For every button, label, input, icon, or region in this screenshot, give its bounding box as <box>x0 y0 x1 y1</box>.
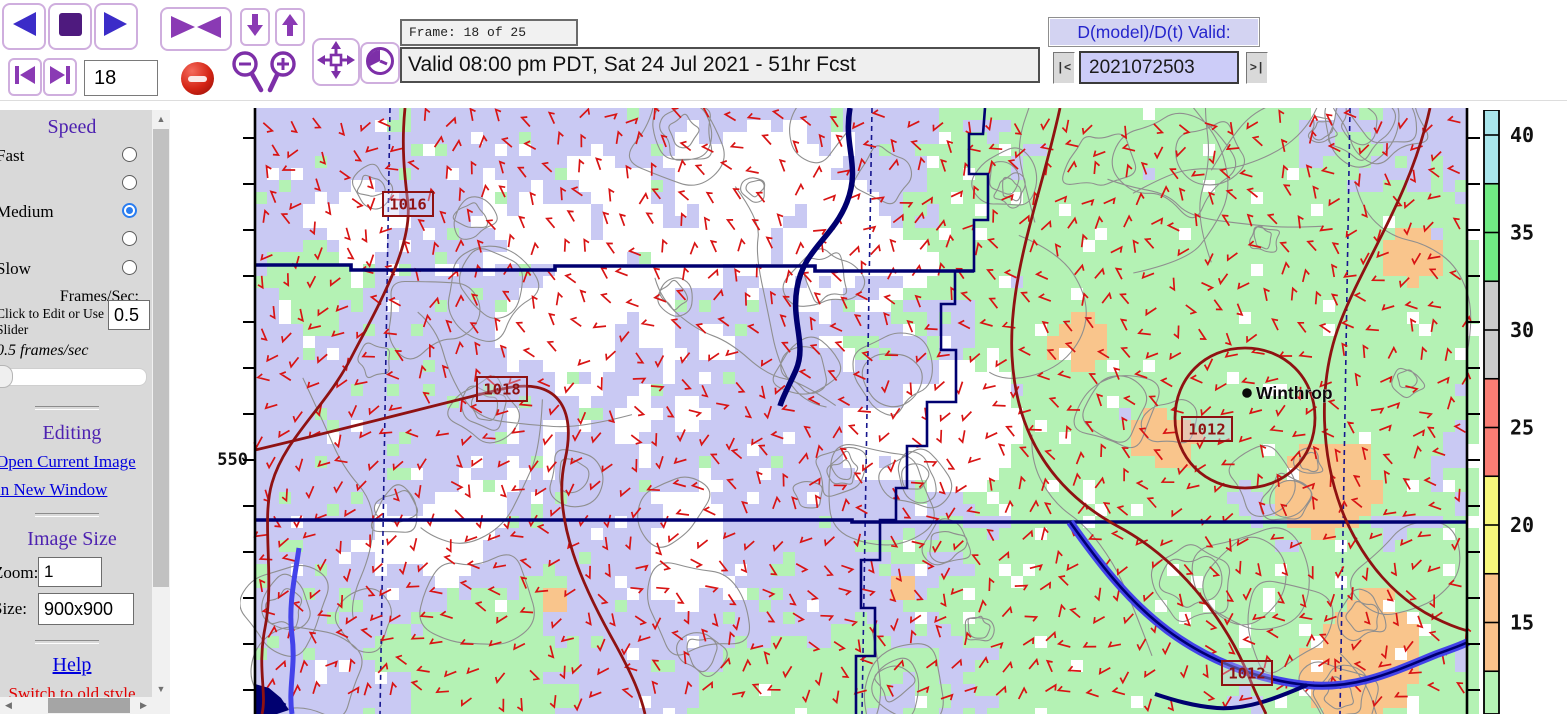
pan-button[interactable] <box>312 38 360 86</box>
speed-radio-0[interactable] <box>122 147 137 162</box>
skip-last-icon <box>48 64 72 91</box>
next-datetime-button[interactable]: >| <box>1246 52 1268 84</box>
magnifier-minus-icon <box>229 49 267 100</box>
svg-text:30: 30 <box>1510 318 1534 342</box>
speed-radio-4[interactable] <box>122 260 137 275</box>
open-current-image-link[interactable]: Open Current Image <box>0 452 136 471</box>
valid-time-display: Valid 08:00 pm PDT, Sat 24 Jul 2021 - 51… <box>400 47 1040 83</box>
svg-text:20: 20 <box>1510 513 1534 537</box>
prev-datetime-button[interactable]: |< <box>1053 52 1075 84</box>
triangle-left-icon <box>9 9 39 44</box>
isobar-label: 1012 <box>1181 416 1233 442</box>
zoom-in-button[interactable] <box>264 50 304 98</box>
horizontal-scrollbar-thumb[interactable] <box>48 698 130 713</box>
station-dot <box>1242 388 1252 398</box>
speed-option-label-fast: Fast <box>0 146 25 165</box>
isobar-label: 1016 <box>382 191 434 217</box>
sidebar: Speed Fast Medium Slow Frames/Sec: Click… <box>0 110 152 697</box>
help-link[interactable]: Help <box>52 654 92 676</box>
switch-old-style-link[interactable]: Switch to old style <box>8 684 136 697</box>
scroll-up-arrow[interactable]: ▲ <box>152 110 170 127</box>
speed-radio-2[interactable] <box>122 203 137 218</box>
speed-option-label-slow: Slow <box>0 259 31 278</box>
svg-text:1018: 1018 <box>483 381 520 399</box>
dmodel-valid-label: D(model)/D(t) Valid: <box>1048 17 1260 47</box>
speed-section-title: Speed <box>47 116 97 138</box>
edit-hint-line2: Slider <box>0 322 29 337</box>
isobars <box>254 107 1469 715</box>
rock-animation-button[interactable] <box>160 7 232 51</box>
divider <box>35 406 99 410</box>
size-input[interactable] <box>38 593 134 625</box>
arrow-down-icon <box>245 12 265 43</box>
toolbar-separator <box>0 100 1567 101</box>
fps-text: 0.5 frames/sec <box>0 342 89 359</box>
scroll-left-arrow[interactable]: ◀ <box>0 697 17 714</box>
open-current-image-link-line2[interactable]: in New Window <box>0 480 108 499</box>
skip-first-icon <box>13 64 37 91</box>
stop-sign-bar <box>188 75 207 82</box>
isobar-label: 1012 <box>1221 660 1273 686</box>
colorbar: 40 35 30 25 20 15 <box>1483 109 1567 715</box>
station-label: Winthrop <box>1256 383 1333 403</box>
svg-text:1012: 1012 <box>1228 665 1265 683</box>
frame-up-button[interactable] <box>275 8 305 46</box>
stop-loading-icon[interactable] <box>181 62 214 95</box>
svg-text:40: 40 <box>1510 123 1534 147</box>
zoom-label: Zoom: <box>0 563 39 582</box>
weather-map: 1016 1018 1012 1012 Winthrop <box>239 0 1483 719</box>
zoom-input[interactable] <box>38 557 102 587</box>
speed-option-label-medium: Medium <box>0 202 54 221</box>
edit-hint-line1: Click to Edit or Use <box>0 306 104 321</box>
wind-barbs <box>253 105 1472 713</box>
frame-down-button[interactable] <box>240 8 270 46</box>
y-axis-label: 550 <box>217 450 248 470</box>
speed-radio-3[interactable] <box>122 231 137 246</box>
svg-text:35: 35 <box>1510 221 1534 245</box>
scroll-right-arrow[interactable]: ▶ <box>135 697 152 714</box>
pan-arrows-icon <box>316 40 356 85</box>
frame-number-input[interactable] <box>84 60 158 96</box>
svg-text:25: 25 <box>1510 416 1534 440</box>
image-size-section-title: Image Size <box>27 528 117 550</box>
svg-text:1012: 1012 <box>1188 421 1225 439</box>
step-back-button[interactable] <box>2 3 46 50</box>
zoom-out-button[interactable] <box>228 50 268 98</box>
animation-speed-button[interactable] <box>360 42 400 84</box>
editing-section-title: Editing <box>42 422 102 444</box>
triangle-right-icon <box>101 9 131 44</box>
isobar-label: 1018 <box>476 376 528 402</box>
speed-radio-1[interactable] <box>122 175 137 190</box>
dmodel-datetime-input[interactable] <box>1079 51 1239 84</box>
skip-to-last-button[interactable] <box>43 58 77 96</box>
stop-square-icon <box>57 11 84 43</box>
frame-counter-label: Frame: 18 of 25 <box>400 19 578 46</box>
play-forward-button[interactable] <box>94 3 138 50</box>
size-label: Size: <box>0 599 27 618</box>
scroll-down-arrow[interactable]: ▼ <box>152 680 170 697</box>
divider <box>35 513 99 517</box>
speed-slider-track[interactable] <box>0 368 147 386</box>
divider <box>35 640 99 644</box>
vertical-scrollbar-thumb[interactable] <box>153 129 169 587</box>
clock-icon <box>364 45 396 82</box>
fps-input[interactable] <box>108 300 150 330</box>
svg-text:1016: 1016 <box>389 196 426 214</box>
svg-text:15: 15 <box>1510 611 1534 635</box>
skip-to-first-button[interactable] <box>8 58 42 96</box>
triangles-facing-icon <box>168 14 224 45</box>
stop-button[interactable] <box>48 3 92 50</box>
arrow-up-icon <box>280 12 300 43</box>
magnifier-plus-icon <box>265 49 303 100</box>
